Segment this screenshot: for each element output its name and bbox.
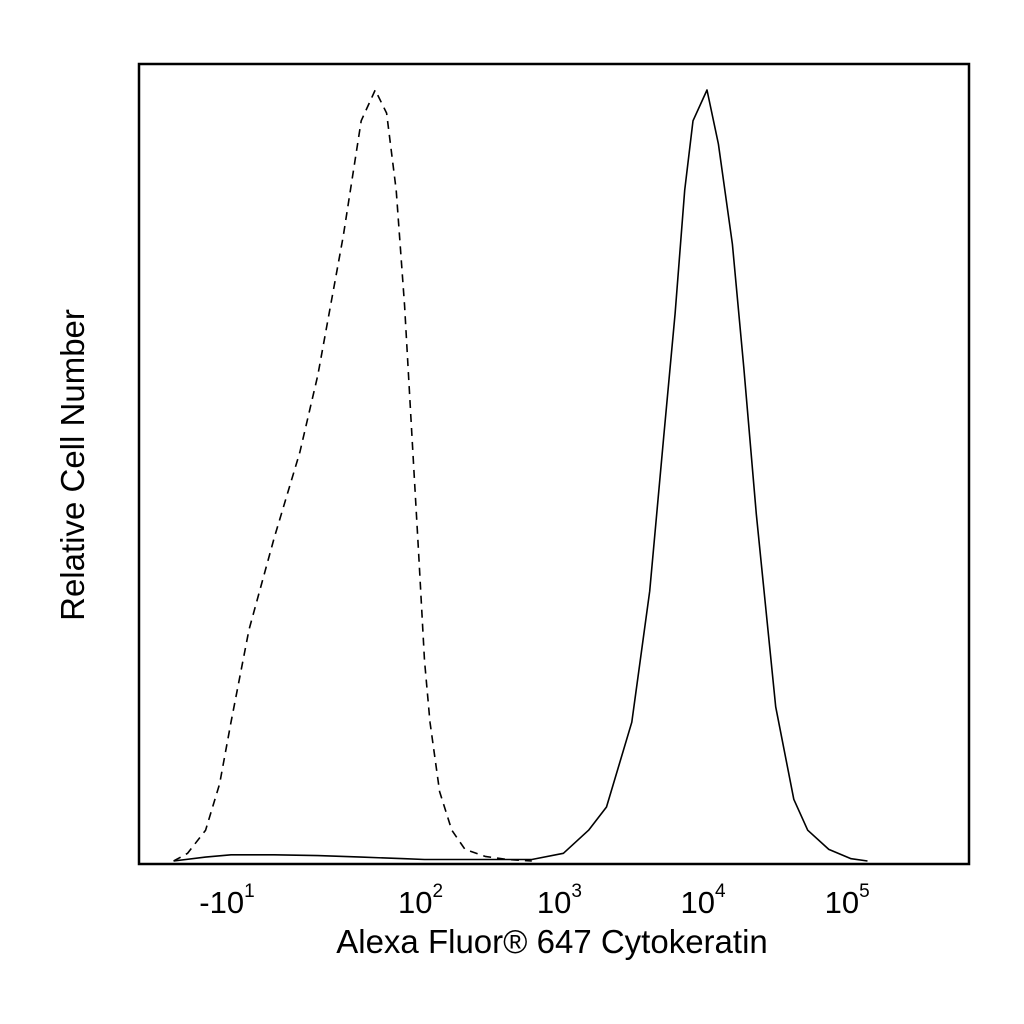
- x-axis-title: Alexa Fluor® 647 Cytokeratin: [336, 923, 768, 960]
- series-layer: [173, 89, 868, 862]
- x-tick-label: 102: [398, 881, 443, 920]
- histogram-series-dashed: [173, 89, 532, 862]
- x-tick-label: 104: [680, 881, 725, 920]
- x-tick-label: 105: [825, 881, 870, 920]
- x-tick-label: -101: [199, 881, 254, 920]
- plot-frame: [137, 62, 971, 866]
- x-tick-label: 103: [537, 881, 582, 920]
- histogram-series-solid: [173, 89, 868, 862]
- y-axis-title: Relative Cell Number: [54, 309, 91, 621]
- x-tick-labels: -101 102 103 104 105: [199, 881, 869, 920]
